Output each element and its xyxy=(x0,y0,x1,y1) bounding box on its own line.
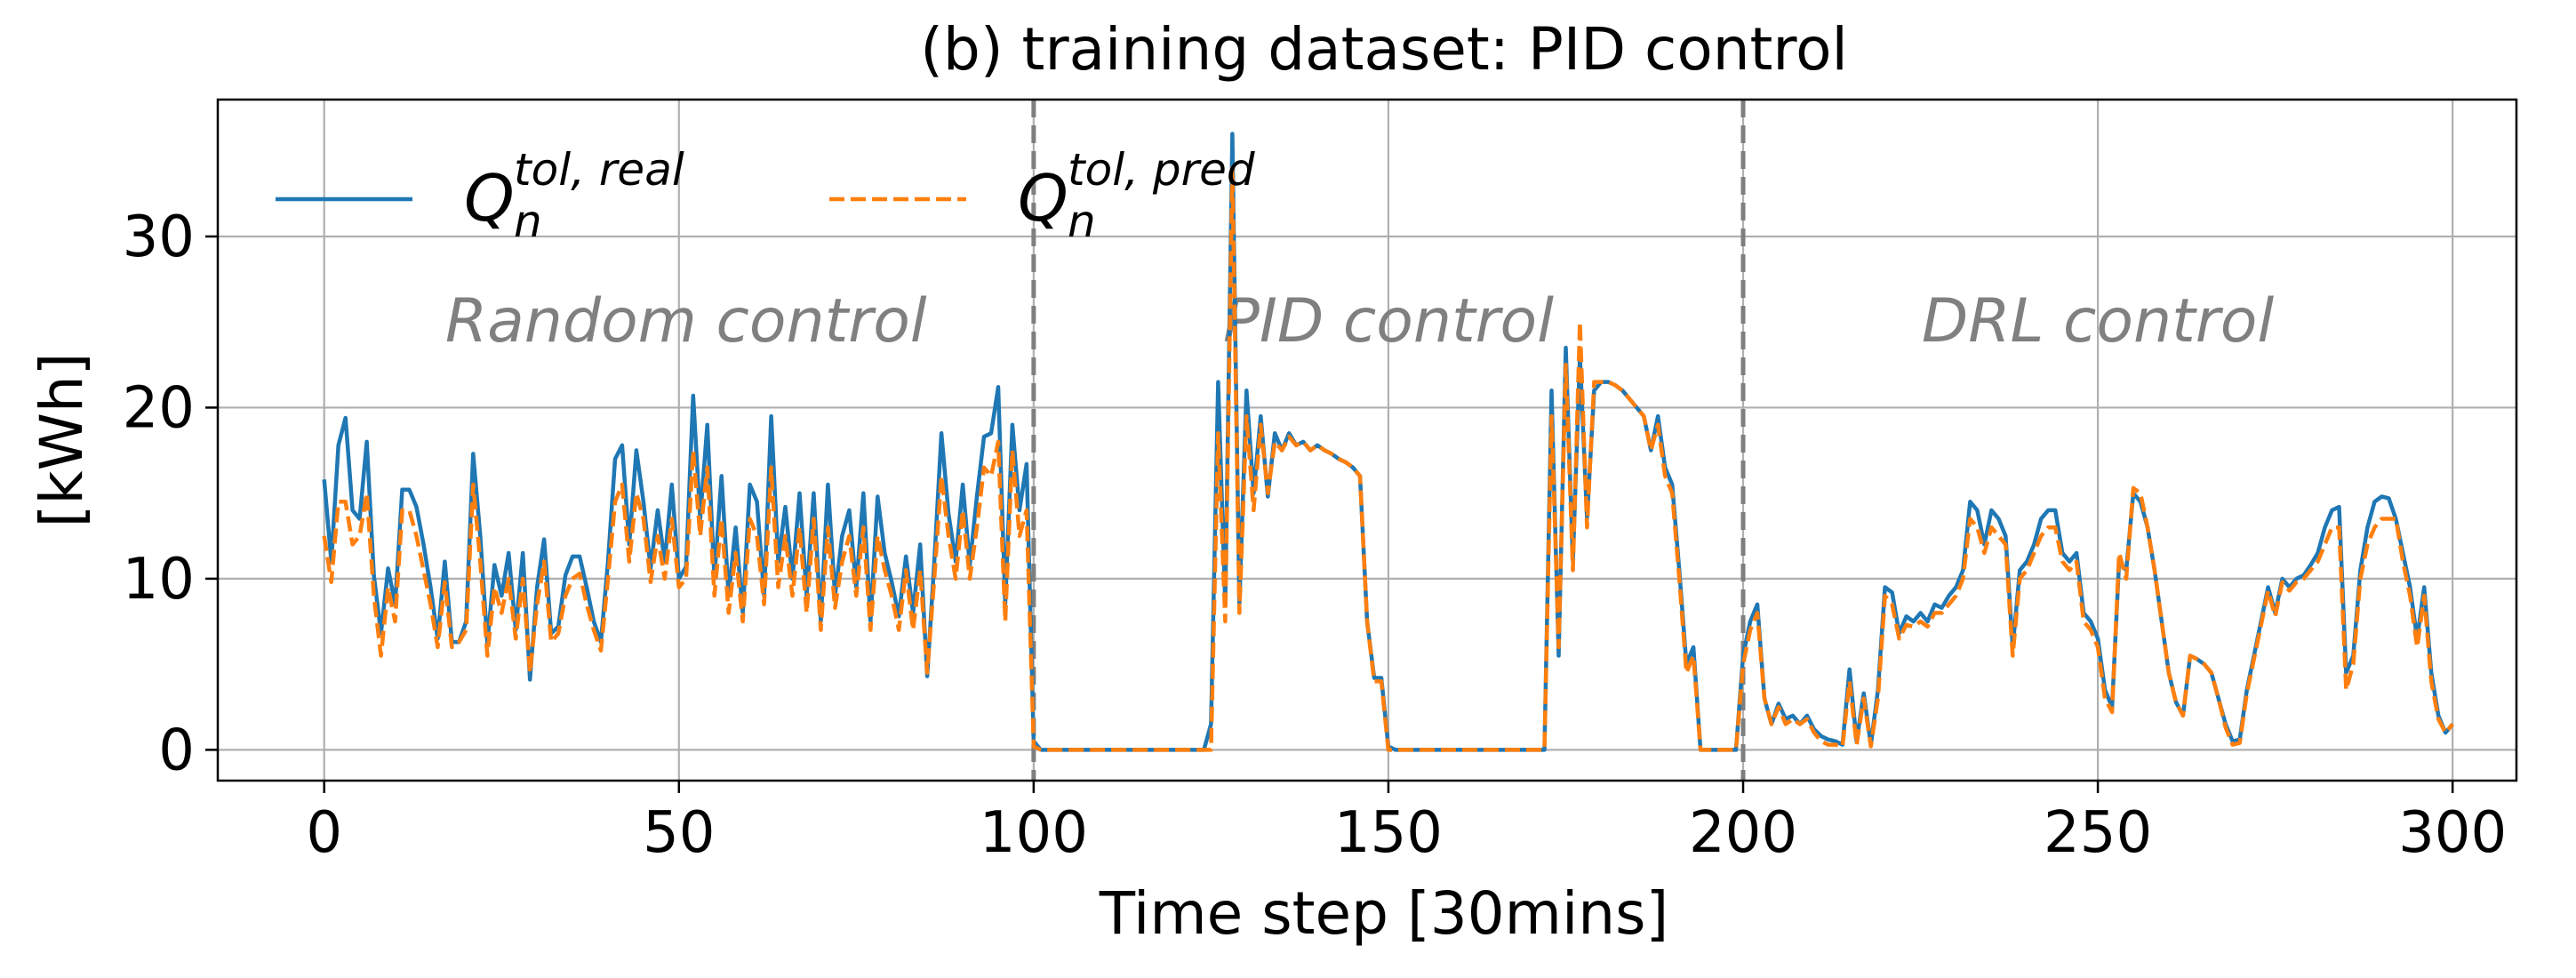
y-axis-ticks: 0 10 20 30 xyxy=(123,204,218,783)
region-label: PID control xyxy=(1223,286,1554,357)
region-label: Random control xyxy=(445,286,927,357)
series-line-pred xyxy=(322,165,2454,752)
legend-label-sub: n xyxy=(1068,196,1096,247)
legend-label-base: Q xyxy=(1018,161,1068,236)
y-tick-label: 30 xyxy=(123,204,195,270)
x-tick-label: 300 xyxy=(2398,800,2507,866)
x-tick-label: 150 xyxy=(1334,800,1443,866)
chart-title: (b) training dataset: PID control xyxy=(920,15,1848,84)
y-tick-label: 0 xyxy=(158,717,195,783)
region-labels: Random control PID control DRL control xyxy=(445,286,2275,357)
y-axis-label: [kWh] xyxy=(28,353,96,528)
x-axis-ticks: 0 50 100 150 200 250 300 xyxy=(306,781,2507,866)
y-tick-label: 20 xyxy=(123,375,195,441)
x-tick-label: 250 xyxy=(2044,800,2152,866)
region-label: DRL control xyxy=(1922,286,2274,357)
legend-label-sub: n xyxy=(514,196,542,247)
x-tick-label: 100 xyxy=(980,800,1088,866)
x-axis-label: Time step [30mins] xyxy=(1099,879,1669,948)
legend-label-sup: tol, pred xyxy=(1068,144,1255,196)
legend-label-sup: tol, real xyxy=(514,144,684,196)
plot-frame xyxy=(216,98,2518,782)
x-tick-label: 0 xyxy=(306,800,342,866)
y-tick-label: 10 xyxy=(123,547,195,613)
x-tick-label: 200 xyxy=(1689,800,1797,866)
x-tick-label: 50 xyxy=(643,800,715,866)
legend-label-base: Q xyxy=(464,161,515,236)
series-layer xyxy=(322,132,2454,752)
